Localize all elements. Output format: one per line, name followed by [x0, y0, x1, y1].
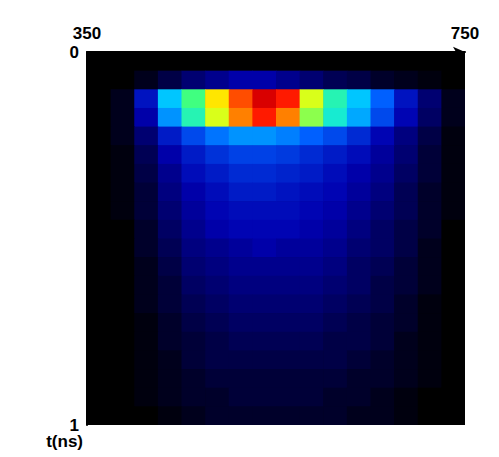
- svg-text:750: 750: [451, 24, 479, 43]
- svg-text:350: 350: [73, 24, 101, 43]
- svg-text:1: 1: [70, 416, 79, 435]
- svg-text:0: 0: [70, 43, 79, 62]
- svg-text:t(ns): t(ns): [46, 432, 83, 451]
